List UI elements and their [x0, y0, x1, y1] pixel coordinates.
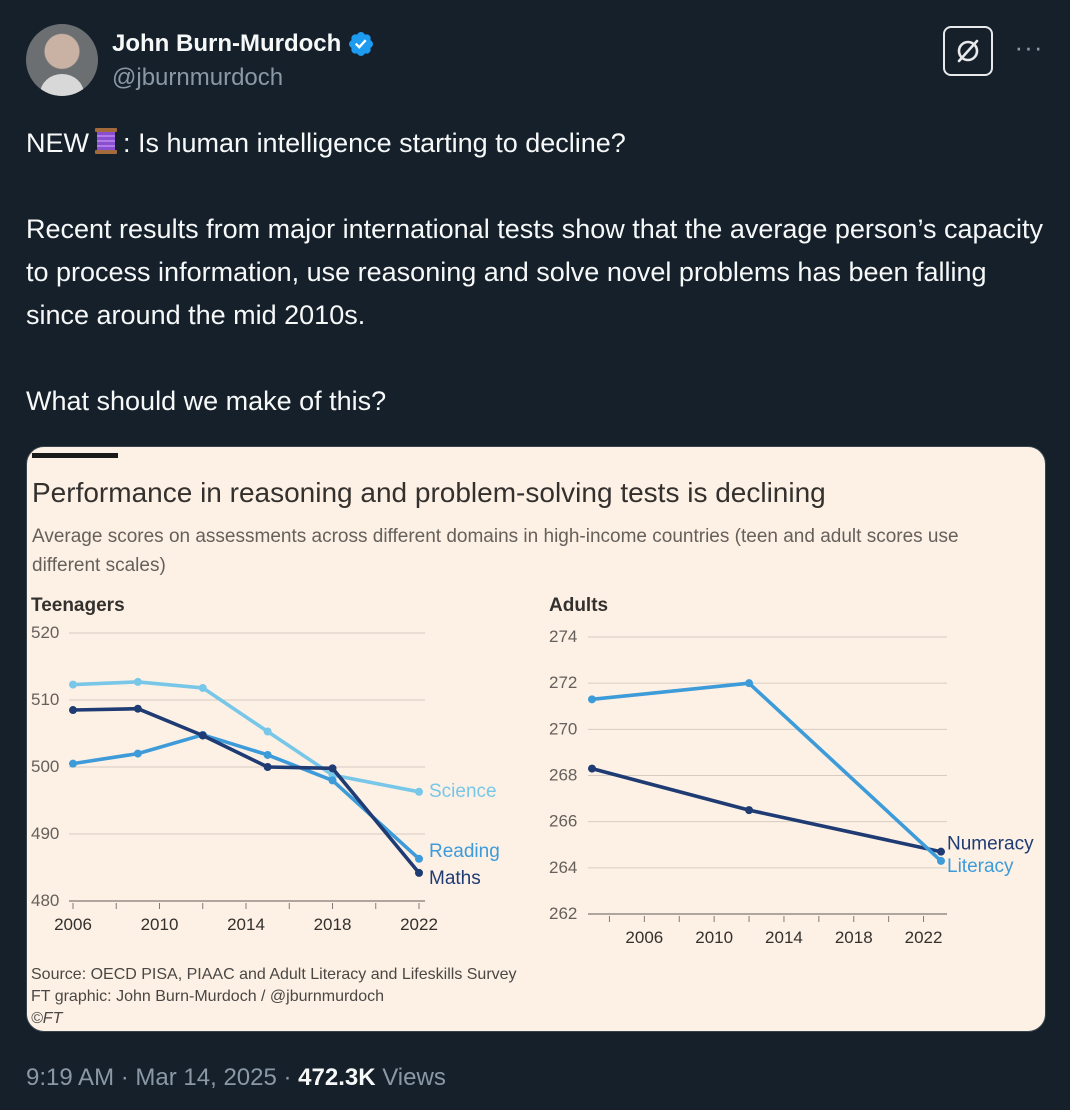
tweet-date[interactable]: Mar 14, 2025	[135, 1064, 277, 1091]
chart-image-card[interactable]: Performance in reasoning and problem-sol…	[26, 446, 1046, 1032]
ft-header-bar	[32, 453, 118, 458]
teen-y-tick-label: 480	[31, 891, 59, 910]
source-line-1: Source: OECD PISA, PIAAC and Adult Liter…	[31, 966, 517, 983]
adult-literacy-point	[937, 856, 945, 865]
tweet-footer: 9:19 AM · Mar 14, 2025 · 472.3K Views	[26, 1064, 446, 1092]
adult-y-tick-label: 274	[549, 627, 577, 646]
footer-separator: ·	[283, 1064, 292, 1091]
adult-y-tick-label: 272	[549, 673, 577, 692]
teen-maths-point	[328, 764, 337, 773]
chart-subtitle: Average scores on assessments across dif…	[32, 526, 959, 576]
teen-maths-label: Maths	[429, 868, 481, 889]
author-name[interactable]: John Burn-Murdoch	[112, 30, 342, 57]
teen-reading-point	[69, 759, 77, 768]
teen-y-tick-label: 510	[31, 690, 59, 709]
adult-y-tick-label: 270	[549, 719, 577, 738]
teen-reading-line	[71, 732, 421, 861]
adult-literacy-point	[745, 679, 754, 688]
views-label: Views	[382, 1064, 446, 1091]
more-options-icon[interactable]: ···	[1014, 32, 1044, 62]
adult-numeracy-point	[745, 806, 754, 815]
adult-x-tick-label: 2010	[695, 928, 733, 947]
tweet-question: : Is human intelligence starting to decl…	[123, 128, 626, 158]
adult-literacy-point	[588, 695, 596, 704]
teen-panel-title: Teenagers	[31, 595, 125, 616]
tweet-body: NEW : Is human intelligence starting to …	[26, 122, 1044, 423]
teen-science-point	[263, 727, 272, 736]
teen-science-label: Science	[429, 781, 497, 802]
teen-reading-point	[263, 750, 272, 759]
charts-svg: Teenagers 480 490 500 510 520 2006 2010 2014 2018…	[31, 595, 1034, 947]
teen-science-point	[133, 677, 142, 686]
tweet-paragraph-3: What should we make of this?	[26, 386, 387, 416]
grok-button[interactable]	[943, 26, 993, 76]
adult-numeracy-label: Numeracy	[947, 834, 1034, 855]
teen-x-tick-label: 2022	[400, 915, 438, 934]
adult-y-tick-label: 262	[549, 904, 577, 923]
verified-badge-icon	[349, 32, 374, 56]
author-handle[interactable]: @jburnmurdoch	[112, 64, 284, 91]
tweet-header: John Burn-Murdoch @jburnmurdoch ···	[26, 24, 1044, 100]
adult-y-tick-label: 268	[549, 766, 577, 785]
teen-maths-point	[69, 706, 77, 715]
teen-maths-line	[71, 706, 421, 875]
teen-y-tick-label: 500	[31, 757, 59, 776]
grok-icon	[957, 39, 979, 63]
teen-science-point	[415, 787, 423, 796]
source-line-2: FT graphic: John Burn-Murdoch / @jburnmu…	[31, 988, 384, 1005]
teen-reading-label: Reading	[429, 841, 500, 862]
adult-numeracy-point	[588, 764, 596, 773]
adult-x-tick-label: 2006	[625, 928, 663, 947]
tweet-paragraph-2: Recent results from major international …	[26, 214, 1044, 330]
teen-reading-point	[133, 749, 142, 758]
adult-x-tick-label: 2018	[835, 928, 873, 947]
teen-x-tick-label: 2010	[141, 915, 179, 934]
teen-x-tick-label: 2014	[227, 915, 265, 934]
adult-numeracy-point	[937, 847, 945, 856]
teen-y-tick-label: 520	[31, 623, 59, 642]
teen-reading-point	[328, 776, 337, 785]
teen-maths-point	[198, 731, 207, 740]
teen-x-tick-label: 2006	[54, 915, 92, 934]
views-count: 472.3K	[298, 1064, 376, 1091]
tweet-time[interactable]: 9:19 AM	[26, 1064, 115, 1091]
teen-science-line	[71, 680, 421, 794]
adult-literacy-label: Literacy	[947, 856, 1014, 877]
teen-x-tick-label: 2018	[314, 915, 352, 934]
teen-maths-point	[415, 868, 423, 877]
tweet-line-1: NEW : Is human intelligence starting to …	[26, 122, 1044, 165]
footer-separator: ·	[120, 1064, 129, 1091]
teen-maths-point	[133, 704, 142, 713]
teen-science-point	[198, 683, 207, 692]
avatar[interactable]	[26, 24, 98, 96]
teen-y-tick-label: 490	[31, 824, 59, 843]
thread-spool-icon	[95, 128, 117, 154]
tweet-new-label: NEW	[26, 128, 89, 158]
adult-x-tick-label: 2022	[905, 928, 943, 947]
adult-panel-title: Adults	[549, 595, 608, 616]
teen-maths-point	[263, 763, 272, 771]
adult-x-tick-label: 2014	[765, 928, 803, 947]
adult-literacy-line	[590, 681, 943, 863]
author-name-row: John Burn-Murdoch	[112, 30, 375, 58]
adult-y-tick-label: 266	[549, 812, 577, 831]
teen-reading-point	[415, 854, 423, 863]
teen-science-point	[69, 680, 77, 689]
chart-title: Performance in reasoning and problem-sol…	[32, 477, 826, 508]
source-line-3: ©FT	[31, 1010, 63, 1027]
adult-y-tick-label: 264	[549, 858, 577, 877]
